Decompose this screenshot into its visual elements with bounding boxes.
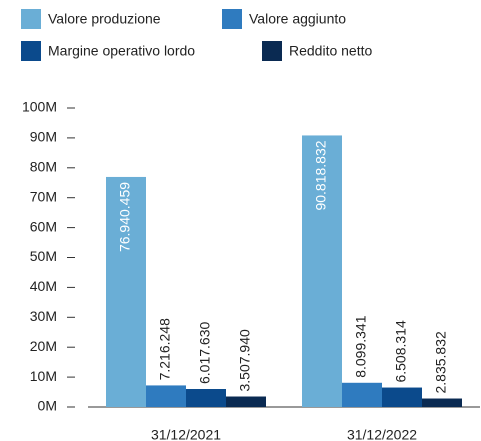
x-tick-label: 31/12/2021 [151,427,221,441]
legend-swatch [262,41,282,61]
legend-swatch [21,41,41,61]
legend-swatch [222,9,242,29]
data-label: 2.835.832 [433,331,449,393]
y-tick-label: 90M [30,129,57,145]
y-tick-label: 10M [30,368,57,384]
y-tick-label: 100M [22,99,57,115]
data-label: 8.099.341 [353,315,369,377]
y-tick-label: 30M [30,308,57,324]
legend-label: Valore produzione [48,11,161,27]
data-label: 76.940.459 [117,182,133,252]
bar [382,387,422,407]
legend-swatch [21,9,41,29]
y-tick-label: 70M [30,188,57,204]
bar [106,176,146,407]
data-label: 6.017.630 [197,322,213,384]
legend-label: Valore aggiunto [249,11,346,27]
bar [186,389,226,407]
y-tick-label: 50M [30,248,57,264]
data-label: 7.216.248 [157,318,173,380]
y-tick-label: 60M [30,218,57,234]
legend-label: Margine operativo lordo [48,43,195,59]
bar [342,382,382,407]
data-label: 3.507.940 [237,329,253,391]
y-tick-label: 20M [30,338,57,354]
data-label: 6.508.314 [393,320,409,382]
y-tick-label: 0M [38,398,57,414]
data-label: 90.818.832 [313,140,329,210]
y-tick-label: 40M [30,278,57,294]
bar [146,385,186,407]
bar [422,398,462,407]
x-tick-label: 31/12/2022 [347,427,417,441]
legend-label: Reddito netto [289,43,372,59]
bar [302,135,342,407]
bar [226,396,266,407]
y-tick-label: 80M [30,159,57,175]
